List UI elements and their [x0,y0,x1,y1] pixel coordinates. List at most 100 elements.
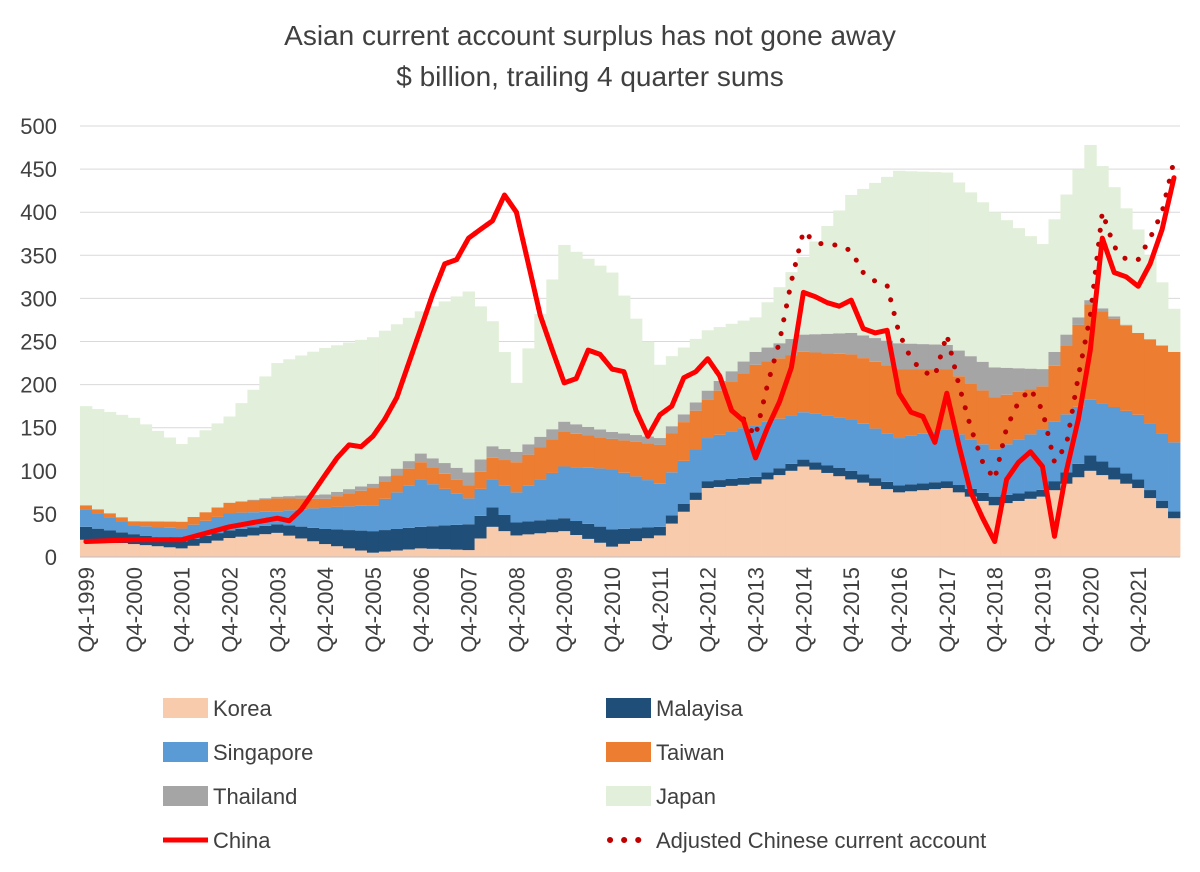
bar-segment-thailand [653,438,667,445]
bar-segment-taiwan [1168,351,1181,443]
bar-segment-malayisa [773,468,786,476]
bar-segment-korea [80,539,93,557]
bar-segment-malayisa [940,481,954,489]
bar-segment-singapore [689,449,703,493]
bar-segment-korea [916,490,930,557]
bar-segment-korea [594,542,607,557]
bar-segment-taiwan [283,498,296,511]
bar-segment-thailand [522,444,535,455]
bar-segment-thailand [331,491,344,497]
bar-segment-thailand [378,476,392,482]
bar-segment-japan [426,306,440,459]
bar-segment-japan [725,323,739,372]
bar-segment-japan [833,210,846,334]
x-tick-label: Q4-2014 [791,567,816,653]
bar-segment-korea [474,538,487,557]
bar-segment-taiwan [139,521,153,527]
bar-segment-japan [211,423,224,508]
bar-segment-malayisa [199,535,212,544]
legend-label-adjusted-chinese-current-account: Adjusted Chinese current account [656,828,986,853]
bar-segment-japan [450,296,464,468]
bar-segment-singapore [785,415,798,464]
bar-segment-malayisa [534,520,547,534]
bar-segment-thailand [761,347,774,362]
y-tick-label: 250 [20,330,57,355]
chart-title: Asian current account surplus has not go… [284,20,896,51]
bar-segment-japan [1036,244,1049,370]
bar-segment-singapore [713,434,727,481]
bar-segment-singapore [151,527,165,538]
bar-segment-korea [283,535,296,557]
bar-segment-taiwan [307,498,320,509]
bar-segment-malayisa [1072,463,1085,478]
bar-segment-korea [534,533,547,557]
bar-segment-singapore [307,508,320,528]
bar-segment-malayisa [809,462,822,470]
bar-segment-taiwan [1060,345,1073,415]
x-tick-label: Q4-2011 [648,567,673,651]
bar-segment-taiwan [80,505,93,510]
bar-segment-taiwan [343,493,356,507]
bar-segment-japan [570,251,583,425]
bar-segment-korea [1036,496,1049,557]
bar-segment-taiwan [606,438,619,470]
bar-segment-korea [355,550,368,557]
bar-segment-malayisa [988,496,1002,506]
bar-segment-thailand [809,334,822,353]
x-tick-label: Q4-2008 [504,567,529,653]
bar-segment-taiwan [988,397,1002,450]
bar-segment-taiwan [438,473,452,489]
y-tick-label: 350 [20,243,57,268]
bar-segment-malayisa [426,526,440,549]
bar-segment-thailand [1012,368,1025,392]
bar-segment-japan [307,351,320,496]
bar-segment-malayisa [618,528,631,544]
bar-segment-korea [641,538,655,557]
y-tick-label: 0 [45,545,57,570]
bar-segment-malayisa [1156,500,1169,509]
bar-segment-singapore [1024,434,1037,492]
bar-segment-korea [821,472,834,557]
bar-segment-japan [91,409,105,510]
bar-segment-singapore [355,505,368,531]
bar-segment-malayisa [295,526,308,539]
bar-segment-taiwan [1132,332,1145,415]
bar-segment-japan [1156,282,1169,346]
bar-segment-thailand [916,344,930,370]
bar-segment-japan [606,272,619,433]
bar-segment-singapore [641,480,655,528]
bar-segment-korea [319,544,332,557]
y-tick-label: 400 [20,200,57,225]
bar-segment-korea [247,535,260,557]
bar-segment-malayisa [1024,491,1037,499]
bar-segment-singapore [630,476,643,529]
x-tick-label: Q4-2006 [409,567,434,653]
bar-segment-malayisa [916,483,930,491]
bar-segment-japan [1120,208,1133,325]
x-tick-label: Q4-2020 [1078,567,1103,653]
bar-segment-taiwan [1108,318,1121,408]
bar-segment-japan [366,337,380,484]
bar-segment-malayisa [881,481,894,490]
bar-segment-korea [331,546,344,557]
bar-segment-malayisa [450,524,464,550]
bar-segment-japan [1168,308,1181,352]
y-tick-label: 50 [33,502,57,527]
legend-swatch-malayisa [606,698,651,718]
bar-segment-malayisa [115,532,129,543]
bar-segment-korea [1072,477,1085,557]
bar-segment-malayisa [1120,473,1133,484]
bar-segment-malayisa [546,519,559,533]
x-tick-label: Q4-2018 [983,567,1008,653]
bar-segment-japan [175,444,189,522]
bar-segment-taiwan [845,354,858,420]
bar-segment-malayisa [630,528,643,542]
bar-segment-korea [139,545,153,557]
bar-segment-taiwan [570,433,583,468]
bar-segment-thailand [438,463,452,474]
bar-segment-singapore [701,438,715,482]
bar-segment-malayisa [845,470,858,480]
bar-segment-taiwan [928,369,942,432]
bar-segment-malayisa [797,459,810,467]
bar-segment-japan [785,272,798,339]
